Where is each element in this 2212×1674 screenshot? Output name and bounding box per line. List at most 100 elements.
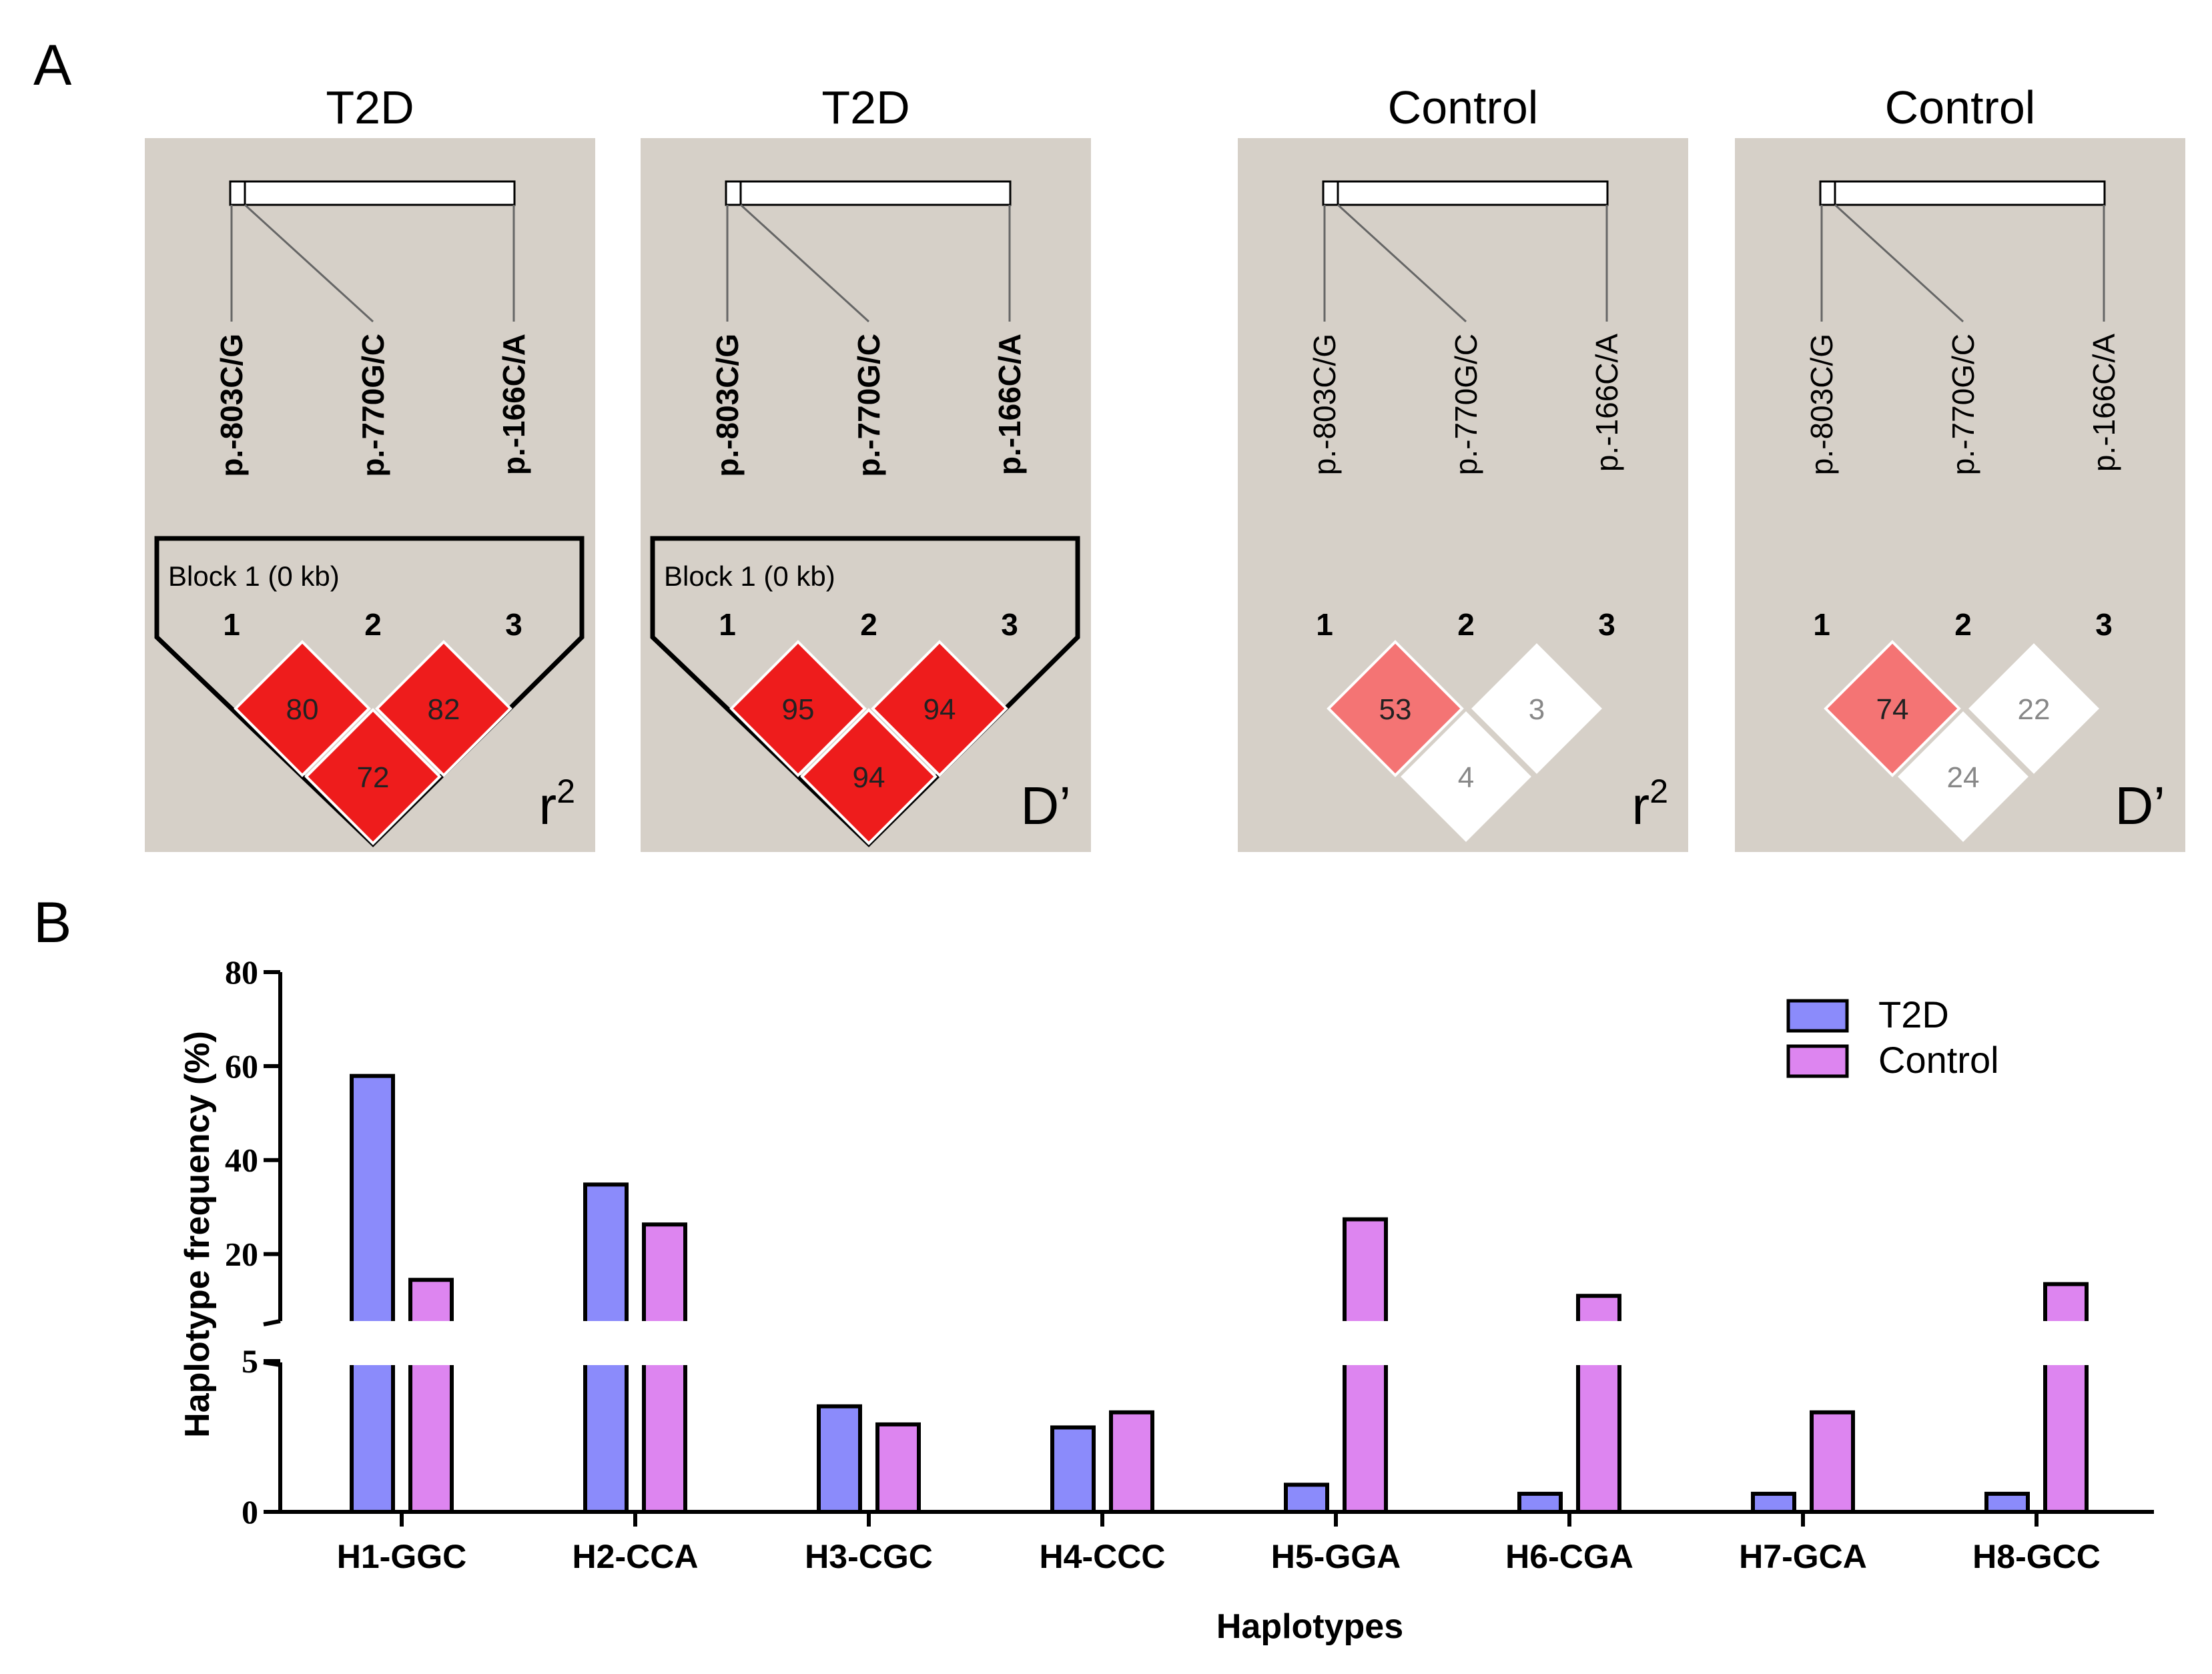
marker-connector — [1337, 203, 1467, 323]
ld-value: 94 — [924, 693, 956, 726]
ld-plot-title: T2D — [821, 81, 909, 133]
ld-value: 94 — [853, 761, 885, 794]
marker-connector — [739, 203, 870, 323]
marker-index: 1 — [1316, 607, 1333, 642]
marker-index: 3 — [1598, 607, 1615, 642]
marker-index: 2 — [364, 607, 382, 642]
bar-t2d — [1751, 1491, 1796, 1514]
legend-swatch — [1786, 1044, 1849, 1078]
ld-measure-base: r — [539, 776, 557, 835]
marker-name: p.-770G/C — [1449, 334, 1483, 475]
axis-break-mark — [263, 1319, 281, 1326]
ld-measure-label: D’ — [2115, 776, 2165, 835]
bar-segment — [1345, 1365, 1386, 1512]
marker-index: 2 — [1457, 607, 1475, 642]
bar-control — [1109, 1410, 1154, 1515]
ld-value: 74 — [1876, 693, 1909, 726]
ld-measure-sup: 2 — [557, 773, 575, 810]
marker-name: p.-166C/A — [992, 334, 1027, 475]
marker-bar — [725, 180, 1012, 206]
ld-measure-base: r — [1632, 776, 1650, 835]
bar-outline — [408, 1278, 454, 1321]
panel-a-letter: A — [33, 33, 72, 97]
ld-plots: T2D p.-803C/G p.-770G/C p.-166C/A Block 1 (0… — [145, 81, 2185, 852]
bar-control — [2045, 1284, 2087, 1321]
x-tick-label: H1-GGC — [337, 1538, 466, 1575]
bar-t2d — [1517, 1491, 1563, 1514]
y-tick-label: 80 — [225, 953, 258, 991]
ld-cell — [234, 640, 371, 777]
ld-plot-title: Control — [1885, 81, 2036, 133]
bar-segment — [352, 1365, 393, 1512]
marker-index: 3 — [2095, 607, 2113, 642]
bar-t2d — [1050, 1425, 1096, 1514]
ld-cell — [800, 708, 938, 845]
ld-measure-label: r2 — [539, 773, 575, 835]
marker-name: p.-803C/G — [1804, 334, 1839, 475]
block-outline — [650, 536, 1080, 847]
bar-segment — [585, 1365, 627, 1512]
legend-label: Control — [1878, 1039, 1999, 1081]
ld-plot: T2D p.-803C/G p.-770G/C p.-166C/A Block 1 (0… — [145, 81, 595, 852]
bar-outline — [2043, 1282, 2089, 1321]
marker-index: 2 — [1954, 607, 1972, 642]
x-tick-label: H4-CCC — [1040, 1538, 1166, 1575]
x-tick-label: H3-CGC — [805, 1538, 933, 1575]
x-axis-label: Haplotypes — [1216, 1607, 1403, 1646]
bar-outline — [1343, 1217, 1388, 1321]
ld-value: 24 — [1947, 761, 1980, 794]
bar-t2d — [817, 1404, 862, 1515]
ld-plot: Control p.-803C/G p.-770G/C p.-166C/A 1 2 3 53 3… — [1238, 81, 1688, 852]
ld-value: 82 — [428, 693, 460, 726]
y-tick-label: 60 — [225, 1048, 258, 1085]
marker-index: 1 — [223, 607, 240, 642]
bar-control — [875, 1422, 921, 1514]
bar-outline — [350, 1074, 395, 1321]
block-outline — [154, 536, 585, 847]
ld-plot: Control p.-803C/G p.-770G/C p.-166C/A 1 2 3 74 2… — [1735, 81, 2185, 852]
marker-bar — [1322, 180, 1609, 206]
marker-connector — [244, 203, 374, 323]
marker-name: p.-166C/A — [496, 334, 531, 475]
marker-name: p.-166C/A — [2087, 334, 2121, 472]
ld-cell — [1397, 708, 1535, 845]
ld-value: 72 — [357, 761, 390, 794]
ld-plot-title: T2D — [326, 81, 414, 133]
ld-plot-title: Control — [1388, 81, 1539, 133]
ld-cell — [304, 708, 442, 845]
marker-connector — [1834, 203, 1964, 323]
bars — [350, 1074, 2089, 1515]
bar-outline — [642, 1222, 687, 1321]
ld-value: 80 — [286, 693, 319, 726]
ld-value: 53 — [1379, 693, 1412, 726]
ld-measure-base: D’ — [1020, 776, 1071, 835]
y-tick-label: 5 — [242, 1342, 258, 1380]
bar-segment — [410, 1365, 452, 1512]
ld-cell — [375, 640, 512, 777]
ld-plot: T2D p.-803C/G p.-770G/C p.-166C/A Block 1 (0… — [641, 81, 1091, 852]
marker-index: 1 — [1813, 607, 1830, 642]
bar-segment — [2045, 1365, 2087, 1512]
ld-cell — [1327, 640, 1464, 777]
bar-outline — [1576, 1294, 1621, 1321]
marker-index: 1 — [719, 607, 736, 642]
marker-name: p.-803C/G — [214, 334, 249, 477]
marker-name: p.-166C/A — [1589, 334, 1624, 472]
bar-control — [1345, 1219, 1386, 1321]
marker-index: 2 — [860, 607, 877, 642]
bar-t2d — [1984, 1491, 2030, 1514]
ld-value: 22 — [2018, 693, 2051, 726]
marker-bar — [229, 180, 516, 206]
ld-value: 4 — [1458, 761, 1474, 794]
ld-value: 95 — [782, 693, 815, 726]
marker-name: p.-770G/C — [1946, 334, 1980, 475]
y-tick-label: 0 — [242, 1493, 258, 1531]
bar-control — [1578, 1296, 1619, 1321]
y-tick-label: 20 — [225, 1236, 258, 1273]
block-label: Block 1 (0 kb) — [168, 560, 340, 592]
y-tick-label: 40 — [225, 1142, 258, 1179]
panel-b-letter: B — [33, 891, 71, 955]
bar-t2d — [585, 1184, 627, 1321]
marker-bar — [1819, 180, 2106, 206]
